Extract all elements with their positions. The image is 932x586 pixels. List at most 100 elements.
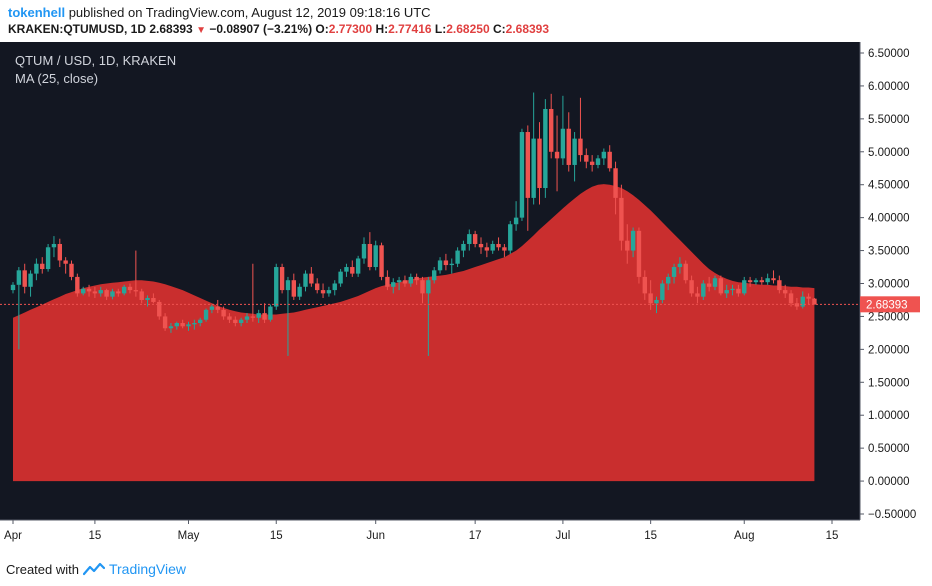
candle [747, 276, 753, 287]
candle-body [765, 278, 770, 283]
candle [589, 155, 595, 172]
candle-body [554, 151, 560, 159]
candle [391, 278, 396, 294]
candle [607, 145, 612, 172]
candle-body [578, 138, 583, 156]
candle [783, 284, 788, 298]
candle-body [385, 276, 390, 287]
candle [233, 316, 238, 327]
candle [63, 257, 68, 274]
tradingview-brand[interactable]: TradingView [108, 561, 187, 577]
y-tick-label: 0.50000 [868, 443, 910, 455]
candle [706, 276, 712, 292]
price-change: −0.08907 (−3.21%) [209, 22, 313, 36]
candle [139, 288, 144, 304]
candle [677, 257, 683, 274]
candle-body [22, 270, 27, 287]
candle-body [396, 280, 402, 283]
candle-body [274, 267, 279, 307]
candle-body [666, 276, 671, 284]
candle [57, 238, 62, 268]
candle [350, 260, 355, 277]
candle-body [730, 288, 735, 291]
candle-body [92, 291, 98, 294]
candle-body [701, 283, 706, 297]
candle [648, 280, 653, 310]
candle [788, 290, 794, 307]
candle [402, 275, 408, 287]
y-tick-label: 5.00000 [868, 147, 910, 159]
candle [630, 227, 636, 258]
price-chart[interactable]: 6.50000 6.00000 5.50000 5.00000 4.50000 4.000… [0, 42, 932, 552]
symbol-name: KRAKEN:QTUMUSD, 1D [8, 22, 146, 36]
candle [408, 273, 413, 287]
y-tick-label: 2.00000 [868, 344, 910, 356]
candle [16, 267, 22, 350]
price-axis[interactable] [860, 42, 932, 520]
candle [192, 319, 197, 330]
candle-body [75, 276, 80, 294]
candle [478, 237, 484, 254]
candle [613, 161, 618, 215]
candle [162, 313, 168, 331]
candle [110, 288, 115, 300]
candle [373, 240, 378, 271]
candle [104, 288, 109, 300]
candle [724, 284, 729, 298]
tradingview-logo-icon [82, 562, 105, 576]
candle-body [209, 306, 215, 310]
candle-body [57, 243, 62, 261]
candle [221, 306, 226, 320]
candle [718, 275, 724, 296]
candle-body [783, 290, 788, 294]
low-label: L: [434, 22, 447, 36]
candle-body [350, 267, 355, 274]
candle [98, 286, 103, 297]
candle [730, 284, 735, 296]
candle-body [198, 319, 203, 324]
high-value: 2.77416 [388, 22, 432, 36]
candle [443, 253, 449, 271]
candle-body [244, 316, 250, 320]
candle-body [800, 296, 805, 307]
candle [660, 280, 665, 304]
candle [326, 286, 332, 297]
candle-body [630, 230, 636, 251]
candle-body [233, 319, 238, 324]
candle [467, 229, 472, 251]
candle-body [10, 284, 16, 291]
candle-body [227, 316, 232, 320]
candle [508, 220, 513, 254]
candle-body [525, 132, 530, 198]
candle [531, 92, 536, 205]
candle [601, 148, 607, 165]
candle-body [625, 240, 630, 251]
x-tick-label: Jul [556, 530, 571, 542]
candle [759, 276, 764, 285]
candle-body [718, 278, 724, 294]
candle [180, 319, 185, 329]
candle [800, 291, 805, 309]
candle [268, 304, 273, 322]
candle [595, 155, 601, 169]
candle-body [104, 290, 109, 297]
candle [484, 242, 490, 258]
candle-body [110, 291, 115, 297]
candle-body [221, 309, 226, 317]
candle-body [508, 224, 513, 251]
candle-body [683, 263, 688, 281]
candle-body [566, 128, 571, 165]
candle-body [86, 288, 92, 292]
candle [250, 263, 256, 322]
candle [420, 276, 425, 304]
candle-body [215, 306, 220, 310]
candle [215, 299, 220, 314]
candle-body [262, 313, 267, 320]
author-name[interactable]: tokenhell [8, 5, 66, 20]
candle-body [642, 276, 647, 294]
candle-body [344, 267, 349, 272]
candle [320, 283, 326, 298]
candle [297, 283, 302, 300]
candle-body [549, 108, 554, 152]
candle-body [121, 286, 127, 294]
